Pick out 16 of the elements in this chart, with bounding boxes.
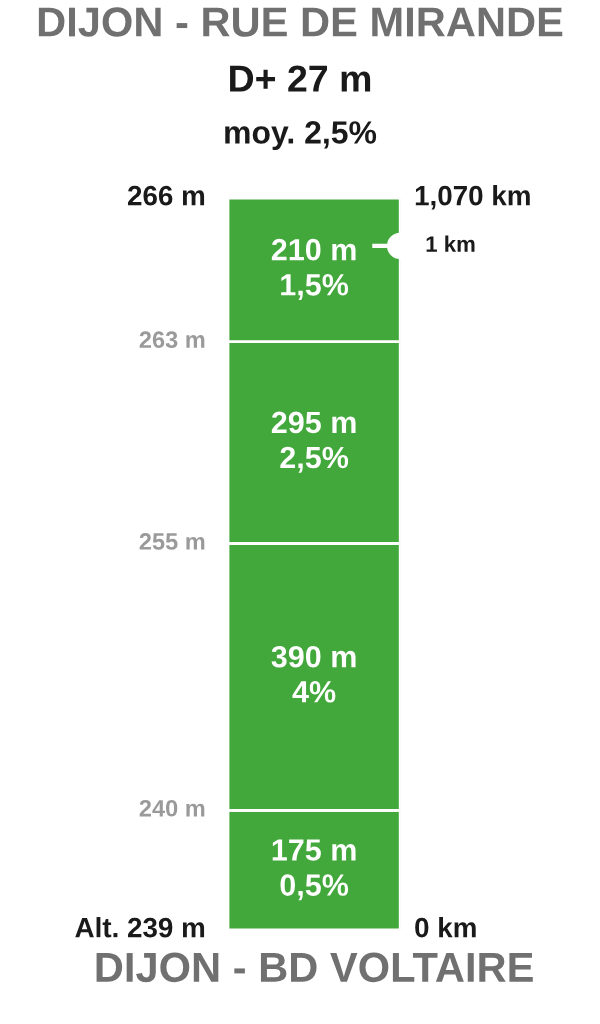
data-label: 295 m 2,5%	[271, 411, 356, 473]
text: 263 m	[139, 331, 205, 349]
text: moy. 2,5%	[225, 121, 377, 151]
ref-line-label: 1 km	[426, 235, 475, 252]
chart-title: DIJON - RUE DE MIRANDE	[38, 7, 563, 37]
text: 240 m	[139, 799, 205, 817]
text: 266 m	[127, 185, 205, 206]
text: 255 m	[139, 533, 205, 550]
data-label: 210 m 1,5%	[271, 238, 356, 301]
x-axis-title: DIJON - BD VOLTAIRE	[96, 952, 533, 983]
text: Alt. 239 m	[75, 917, 205, 938]
text: 1,070 km	[415, 185, 530, 210]
chart-subtitle: D+ 27 m	[230, 65, 371, 92]
text: 0 km	[415, 917, 476, 938]
data-label: 390 m 4%	[271, 645, 356, 703]
data-label: 175 m 0,5%	[272, 839, 356, 901]
